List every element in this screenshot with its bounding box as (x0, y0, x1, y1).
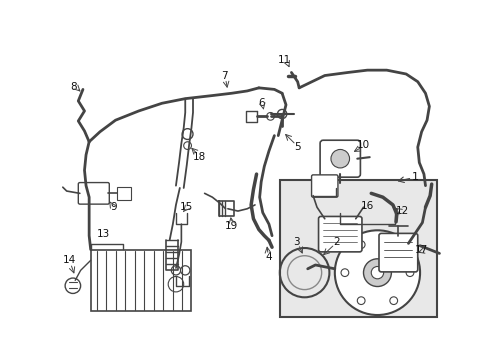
Circle shape (331, 149, 349, 168)
FancyBboxPatch shape (78, 183, 109, 204)
Circle shape (390, 297, 397, 305)
Circle shape (357, 297, 365, 305)
Text: 7: 7 (220, 71, 227, 81)
Text: 12: 12 (395, 206, 409, 216)
Circle shape (267, 112, 274, 120)
Bar (91, 249, 192, 311)
Text: 9: 9 (111, 202, 117, 212)
Circle shape (277, 109, 287, 119)
Text: 4: 4 (266, 252, 272, 262)
Text: 8: 8 (71, 82, 77, 92)
Text: 16: 16 (361, 202, 374, 211)
Text: 1: 1 (412, 172, 419, 182)
FancyBboxPatch shape (320, 140, 361, 177)
Text: 2: 2 (333, 237, 340, 247)
Circle shape (172, 266, 181, 275)
Text: 18: 18 (193, 152, 206, 162)
Text: 11: 11 (278, 55, 291, 65)
Circle shape (168, 276, 184, 292)
Text: 6: 6 (258, 98, 265, 108)
Text: 5: 5 (294, 142, 301, 152)
Circle shape (364, 259, 392, 287)
Circle shape (182, 129, 193, 139)
Text: 15: 15 (180, 202, 194, 212)
Circle shape (406, 269, 414, 276)
Circle shape (184, 142, 192, 149)
Circle shape (357, 241, 365, 248)
Circle shape (335, 230, 420, 315)
FancyBboxPatch shape (379, 233, 418, 272)
Text: 14: 14 (62, 255, 75, 265)
Circle shape (181, 266, 190, 275)
Text: 10: 10 (357, 140, 370, 150)
Text: 3: 3 (293, 237, 299, 247)
Circle shape (371, 266, 384, 279)
Circle shape (390, 241, 397, 248)
Bar (117, 187, 131, 199)
Bar (280, 180, 437, 317)
Circle shape (65, 278, 81, 293)
Text: 17: 17 (415, 244, 428, 255)
Circle shape (341, 269, 349, 276)
FancyBboxPatch shape (318, 216, 362, 252)
FancyBboxPatch shape (312, 175, 338, 197)
Text: 19: 19 (225, 221, 238, 231)
Text: 13: 13 (97, 229, 111, 239)
